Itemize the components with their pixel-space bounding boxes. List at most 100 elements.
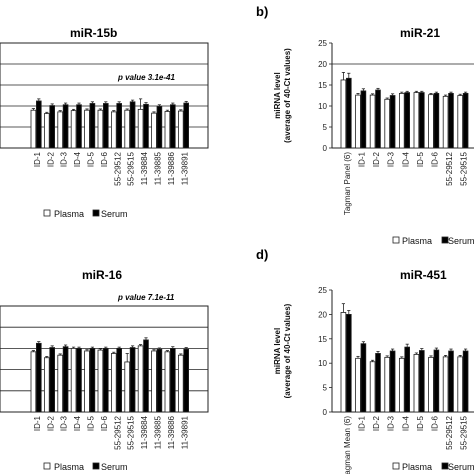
legend-serum-label: Serum (101, 462, 128, 472)
bar (457, 95, 463, 149)
x-tick-label: ID-2 (46, 151, 55, 167)
bar (169, 104, 176, 149)
bar (183, 348, 190, 413)
bar (76, 347, 82, 413)
x-tick-label: ID-4 (401, 415, 410, 431)
p-value-label: p value 3.1e-41 (117, 73, 175, 82)
y-tick-label: 20 (318, 60, 327, 69)
y-tick-label: 15 (318, 335, 327, 344)
bar (418, 350, 425, 413)
y-axis-label: miRNA level (273, 328, 282, 374)
bar (462, 350, 469, 413)
chart-title: miR-21 (400, 26, 440, 40)
legend-swatch-serum (92, 209, 100, 217)
bar (97, 349, 104, 413)
panel-mir-15b: miR-15b p value 3.1e-41 Plasma Serum ID-… (0, 26, 209, 219)
bar (428, 94, 434, 149)
x-tick-label: 11-39886 (167, 151, 176, 185)
bar (433, 349, 440, 413)
legend-plasma-label: Plasma (402, 462, 432, 472)
bar (345, 77, 352, 149)
x-tick-label: 55-29515 (127, 151, 136, 185)
bar (433, 93, 440, 149)
y-axis-label: (average of 40-Ct values) (283, 303, 292, 398)
x-tick-label: 55-29512 (445, 151, 454, 185)
x-tick-label: 55-29515 (460, 151, 469, 185)
bar (355, 357, 361, 413)
bar (369, 94, 376, 149)
bar (62, 346, 69, 413)
y-tick-label: 10 (318, 102, 327, 111)
legend-serum-label: Serum (448, 462, 474, 472)
bar (129, 101, 136, 149)
x-tick-label: Tagman Panel (6) (343, 152, 352, 215)
x-tick-label: ID-5 (87, 151, 96, 167)
bar (345, 313, 352, 413)
x-tick-label: 55-29515 (127, 415, 136, 449)
x-tick-label: ID-1 (33, 415, 42, 431)
bar (84, 350, 90, 413)
bar (360, 90, 367, 149)
x-tick-label: 11-39891 (180, 151, 189, 185)
bar (398, 357, 405, 413)
bar (428, 356, 434, 413)
bar (442, 356, 449, 413)
bar (462, 93, 469, 149)
bar (413, 354, 420, 413)
bar (44, 357, 50, 413)
y-tick-label: 20 (318, 310, 327, 319)
bar (340, 312, 347, 413)
chart-title: miR-451 (400, 268, 447, 282)
bar (369, 361, 376, 413)
x-tick-label: ID-6 (431, 415, 440, 431)
panel-letter: b) (256, 4, 268, 19)
x-tick-label: ID-2 (372, 151, 381, 167)
legend-swatch-serum (441, 462, 449, 470)
y-tick-label: 0 (323, 408, 328, 417)
bar (164, 111, 171, 149)
bar (116, 347, 123, 413)
legend-plasma-label: Plasma (402, 236, 432, 246)
y-tick-label: 5 (323, 123, 328, 132)
y-axis-label: miRNA level (273, 72, 282, 118)
bar (177, 110, 184, 149)
bar (70, 347, 77, 413)
bar (448, 93, 454, 149)
bar (389, 350, 396, 413)
bar (355, 94, 361, 149)
bar (129, 347, 136, 413)
bar (111, 353, 117, 413)
x-tick-label: ID-2 (372, 415, 381, 431)
bar (89, 347, 96, 413)
x-tick-label: ID-4 (73, 415, 82, 431)
bar (76, 104, 82, 149)
panel-mir-16: miR-16 p value 7.1e-11 Plasma Serum ID-1… (0, 268, 209, 472)
bar (404, 92, 410, 149)
p-value-label: p value 7.1e-11 (117, 293, 175, 302)
bar (398, 93, 405, 149)
legend-swatch-plasma (43, 209, 51, 217)
chart-title: miR-16 (82, 268, 122, 282)
x-tick-label: ID-3 (60, 151, 69, 167)
x-tick-label: ID-1 (358, 151, 367, 167)
x-tick-label: ID-5 (416, 415, 425, 431)
bar (143, 103, 149, 149)
legend-swatch-plasma (392, 462, 400, 470)
bar (36, 100, 42, 149)
y-tick-label: 25 (318, 39, 327, 48)
legend-swatch-plasma (43, 462, 51, 470)
bar (62, 104, 69, 149)
x-tick-label: ID-1 (33, 151, 42, 167)
bar (44, 113, 50, 149)
x-tick-label: ID-5 (416, 151, 425, 167)
x-tick-label: 11-39884 (140, 415, 149, 449)
bar (177, 354, 184, 413)
bar (111, 111, 117, 149)
bar (124, 361, 131, 413)
bar (156, 106, 163, 149)
bar (151, 112, 157, 149)
bar (375, 89, 381, 149)
bar (49, 347, 55, 413)
legend-swatch-serum (441, 236, 449, 244)
